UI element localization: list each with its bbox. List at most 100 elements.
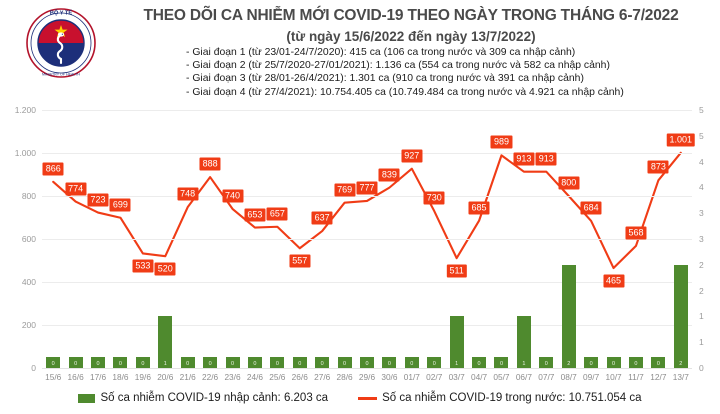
y-axis-right-tick-9: 5 xyxy=(699,130,704,141)
x-axis-tick-27-6: 27/6 xyxy=(314,372,331,382)
line-value-label-22-6: 888 xyxy=(199,157,221,171)
bar-imported-21-6: 0 xyxy=(180,357,195,368)
bar-imported-05-7: 0 xyxy=(494,357,509,368)
gridline-0 xyxy=(42,368,692,369)
y-axis-left-tick-600: 600 xyxy=(21,234,36,244)
bar-imported-12-7: 0 xyxy=(651,357,666,368)
y-axis-right-tick-8: 4 xyxy=(699,156,704,167)
line-value-label-04-7: 685 xyxy=(468,201,490,215)
line-path xyxy=(52,151,682,270)
line-value-label-10-7: 465 xyxy=(603,274,625,288)
y-axis-right-tick-3: 2 xyxy=(699,285,704,296)
y-axis-right-tick-7: 4 xyxy=(699,182,704,193)
bar-value-label: 0 xyxy=(589,361,593,367)
chart-area: 0 200 400 600 800 1.000 1.200 0 1 1 2 2 3 3 4 4 5 5 0 0 0 0 0 1… xyxy=(0,96,720,414)
x-axis-tick-05-7: 05/7 xyxy=(493,372,510,382)
page-subtitle: (từ ngày 15/6/2022 đến ngày 13/7/2022) xyxy=(286,28,536,44)
line-value-label-30-6: 839 xyxy=(378,168,400,182)
x-axis-tick-21-6: 21/6 xyxy=(179,372,196,382)
x-axis-tick-23-6: 23/6 xyxy=(224,372,241,382)
x-axis-tick-22-6: 22/6 xyxy=(202,372,219,382)
line-value-label-28-6: 769 xyxy=(334,183,356,197)
bar-value-label: 2 xyxy=(567,361,571,367)
bar-value-label: 0 xyxy=(118,361,122,367)
red-line-swatch-icon xyxy=(358,396,378,400)
bar-value-label: 0 xyxy=(656,361,660,367)
x-axis-tick-20-6: 20/6 xyxy=(157,372,174,382)
bar-imported-30-6: 0 xyxy=(382,357,397,368)
line-value-label-19-6: 533 xyxy=(132,259,154,273)
bar-value-label: 0 xyxy=(387,361,391,367)
y-axis-left-tick-800: 800 xyxy=(21,191,36,201)
x-axis-tick-11-7: 11/7 xyxy=(628,372,644,382)
bar-value-label: 1 xyxy=(522,361,526,367)
x-axis-tick-16-6: 16/6 xyxy=(67,372,84,382)
gridline-600 xyxy=(42,239,692,240)
line-value-label-18-6: 699 xyxy=(109,198,131,212)
x-axis-tick-06-7: 06/7 xyxy=(515,372,532,382)
bar-imported-06-7: 1 xyxy=(516,316,531,368)
plot-area: 0 200 400 600 800 1.000 1.200 0 1 1 2 2 3 3 4 4 5 5 0 0 0 0 0 1… xyxy=(15,105,704,373)
y-axis-right-tick-2: 1 xyxy=(699,311,704,322)
phase-summary-list: - Giai đoạn 1 (từ 23/01-24/7/2020): 415 … xyxy=(150,46,720,99)
bar-imported-11-7: 0 xyxy=(628,357,643,368)
gridline-200 xyxy=(42,325,692,326)
line-value-label-23-6: 740 xyxy=(222,189,244,203)
x-axis-tick-25-6: 25/6 xyxy=(269,372,286,382)
bar-imported-03-7: 1 xyxy=(449,316,464,368)
line-value-label-12-7: 873 xyxy=(647,160,669,174)
bar-imported-23-6: 0 xyxy=(225,357,240,368)
line-value-label-02-7: 730 xyxy=(423,191,445,205)
x-axis-tick-09-7: 09/7 xyxy=(583,372,600,382)
bar-value-label: 0 xyxy=(612,361,616,367)
x-axis-tick-04-7: 04/7 xyxy=(470,372,488,382)
bar-imported-13-7: 2 xyxy=(673,264,688,368)
x-axis-tick-15-6: 15/6 xyxy=(45,372,62,382)
line-value-label-16-6: 774 xyxy=(65,182,87,196)
bar-imported-24-6: 0 xyxy=(247,357,262,368)
line-value-label-25-6: 657 xyxy=(266,207,288,221)
legend-item-imported: Số ca nhiễm COVID-19 nhập cảnh: 6.203 ca xyxy=(78,392,328,404)
line-value-label-27-6: 637 xyxy=(311,211,333,225)
bar-value-label: 1 xyxy=(163,361,167,367)
bar-imported-07-7: 0 xyxy=(539,357,554,368)
phase-line-2: - Giai đoạn 2 (từ 25/7/2020-27/01/2021):… xyxy=(186,60,610,72)
phase-line-4: - Giai đoạn 4 (từ 27/4/2021): 10.754.405… xyxy=(186,86,624,98)
gridline-400 xyxy=(42,282,692,283)
bar-value-label: 0 xyxy=(96,361,100,367)
x-axis-tick-12-7: 12/7 xyxy=(650,372,667,382)
gridline-1200 xyxy=(42,110,692,111)
legend-label-domestic: Số ca nhiễm COVID-19 trong nước: 10.751.… xyxy=(382,392,642,404)
bar-imported-25-6: 0 xyxy=(270,357,285,368)
y-axis-right-tick-6: 3 xyxy=(699,208,704,219)
bar-value-label: 0 xyxy=(141,361,145,367)
x-axis-tick-10-7: 10/7 xyxy=(605,372,622,382)
bar-value-label: 0 xyxy=(343,361,347,367)
x-axis-tick-24-6: 24/6 xyxy=(246,372,263,382)
line-value-label-20-6: 520 xyxy=(154,262,176,276)
bar-value-label: 0 xyxy=(208,361,212,367)
bar-value-label: 0 xyxy=(410,361,414,367)
domestic-cases-line xyxy=(52,151,682,270)
x-axis-tick-03-7: 03/7 xyxy=(448,372,465,382)
bar-value-label: 0 xyxy=(298,361,302,367)
line-value-label-13-7: 1.001 xyxy=(666,133,696,147)
y-axis-right-tick-10: 5 xyxy=(699,105,704,115)
bar-value-label: 0 xyxy=(477,361,481,367)
line-value-label-11-7: 568 xyxy=(625,226,647,240)
bar-value-label: 0 xyxy=(634,361,638,367)
x-axis-tick-02-7: 02/7 xyxy=(426,372,443,382)
x-axis-tick-30-6: 30/6 xyxy=(381,372,398,382)
bar-value-label: 1 xyxy=(455,361,459,367)
bar-value-label: 0 xyxy=(365,361,369,367)
logo-svg: BỘ Y TẾ MINISTRY OF HEALTH xyxy=(26,8,96,78)
line-value-label-08-7: 800 xyxy=(558,176,580,190)
bar-imported-27-6: 0 xyxy=(315,357,330,368)
bar-imported-19-6: 0 xyxy=(135,357,150,368)
x-axis-tick-18-6: 18/6 xyxy=(112,372,129,382)
y-axis-left-tick-0: 0 xyxy=(31,363,36,373)
line-value-label-24-6: 653 xyxy=(244,208,266,222)
bar-imported-22-6: 0 xyxy=(203,357,218,368)
logo-top-text: BỘ Y TẾ xyxy=(50,9,72,17)
y-axis-right-tick-0: 0 xyxy=(699,363,704,373)
